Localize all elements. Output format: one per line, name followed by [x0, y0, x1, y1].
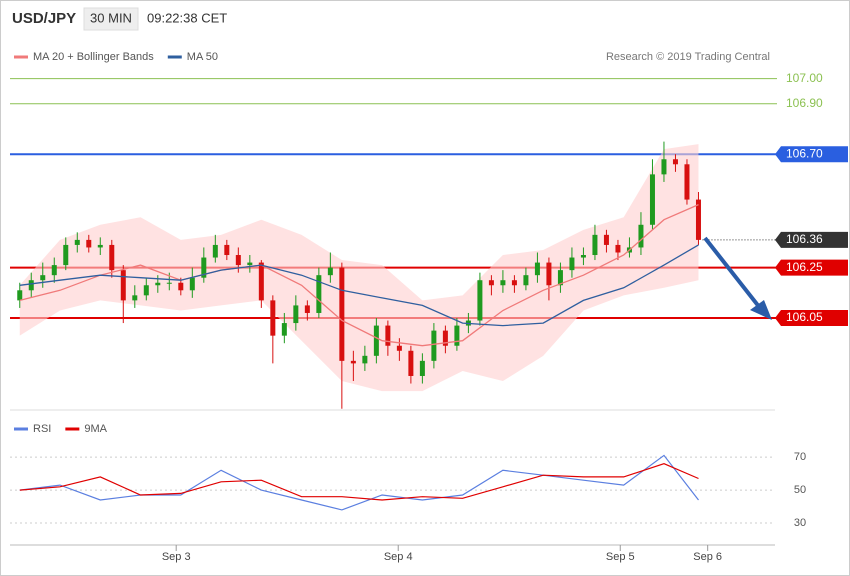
- ma-line: [19, 204, 699, 347]
- candle-body: [304, 305, 310, 313]
- candle-body: [419, 360, 425, 376]
- level-label: 106.25: [786, 260, 823, 274]
- candle-body: [454, 325, 460, 346]
- candle-body: [258, 262, 264, 301]
- candle-body: [603, 234, 609, 245]
- interval-box: [83, 7, 139, 31]
- candle-body: [638, 224, 644, 248]
- candle-body: [143, 285, 149, 296]
- x-tick-label: Sep 5: [606, 551, 635, 563]
- candle-body: [51, 265, 57, 276]
- y-tick-label: 70: [794, 451, 806, 463]
- candle-body: [316, 275, 322, 313]
- candle-body: [339, 267, 345, 361]
- legend-label: MA 20 + Bollinger Bands: [33, 51, 154, 63]
- interval: 30 MIN: [90, 10, 132, 25]
- candle-body: [672, 159, 678, 165]
- candle-body: [166, 282, 172, 284]
- candle-body: [695, 199, 701, 240]
- candle-body: [431, 330, 437, 361]
- candle-body: [247, 262, 253, 266]
- level-tag: [775, 259, 848, 276]
- candle-body: [557, 270, 563, 286]
- candle-body: [201, 257, 207, 278]
- x-tick-label: Sep 4: [384, 551, 413, 563]
- level-label: 106.70: [786, 146, 823, 160]
- candle-body: [28, 280, 34, 291]
- candle-body: [488, 280, 494, 286]
- candle-body: [224, 244, 230, 256]
- rsi-line: [19, 454, 699, 511]
- legend-label: 9MA: [84, 423, 107, 435]
- candle-body: [350, 360, 356, 364]
- level-label: 106.90: [786, 96, 823, 110]
- candle-body: [546, 262, 552, 286]
- candle-body: [373, 325, 379, 356]
- y-tick-label: 50: [794, 484, 806, 496]
- candle-body: [408, 350, 414, 376]
- legend-label: RSI: [33, 423, 51, 435]
- candle-body: [362, 355, 368, 364]
- bollinger-band: [19, 144, 699, 392]
- candle-body: [178, 282, 184, 291]
- candle-body: [109, 244, 115, 271]
- rsi-line: [19, 463, 699, 501]
- symbol: USD/JPY: [12, 10, 76, 27]
- candle-body: [649, 174, 655, 225]
- candle-body: [327, 267, 333, 276]
- level-tag: [775, 146, 848, 163]
- candle-body: [580, 255, 586, 258]
- candle-body: [212, 244, 218, 258]
- candle-body: [534, 262, 540, 276]
- candle-body: [132, 295, 138, 301]
- candle-body: [615, 244, 621, 253]
- candle-body: [17, 290, 23, 301]
- legend-label: MA 50: [187, 51, 218, 63]
- candle-body: [155, 282, 161, 286]
- candle-body: [684, 164, 690, 200]
- candle-body: [189, 277, 195, 291]
- time: 09:22:38 CET: [147, 10, 227, 25]
- level-label: 106.36: [786, 232, 823, 246]
- candle-body: [442, 330, 448, 346]
- candle-body: [86, 239, 92, 248]
- candle-body: [281, 323, 287, 336]
- candle-body: [293, 305, 299, 324]
- candle-body: [97, 244, 103, 248]
- candle-body: [385, 325, 391, 346]
- level-label: 106.05: [786, 310, 823, 324]
- ma-line: [19, 244, 699, 327]
- candle-body: [235, 255, 241, 266]
- level-tag: [775, 231, 848, 248]
- y-tick-label: 30: [794, 517, 806, 529]
- forecast-arrowhead: [750, 300, 772, 320]
- candle-body: [270, 300, 276, 336]
- candle-body: [120, 270, 126, 301]
- candle-body: [661, 159, 667, 175]
- candle-body: [477, 280, 483, 321]
- candle-body: [396, 345, 402, 351]
- candle-body: [500, 280, 506, 286]
- forecast-arrow: [703, 236, 762, 310]
- candle-body: [523, 275, 529, 286]
- x-tick-label: Sep 3: [162, 551, 191, 563]
- level-tag: [775, 310, 848, 327]
- candle-body: [592, 234, 598, 256]
- credit: Research © 2019 Trading Central: [606, 51, 770, 63]
- candle-body: [511, 280, 517, 286]
- candle-body: [74, 239, 80, 245]
- candle-body: [63, 244, 69, 266]
- candle-body: [40, 275, 46, 281]
- level-label: 107.00: [786, 71, 823, 85]
- candle-body: [569, 257, 575, 271]
- x-tick-label: Sep 6: [693, 551, 722, 563]
